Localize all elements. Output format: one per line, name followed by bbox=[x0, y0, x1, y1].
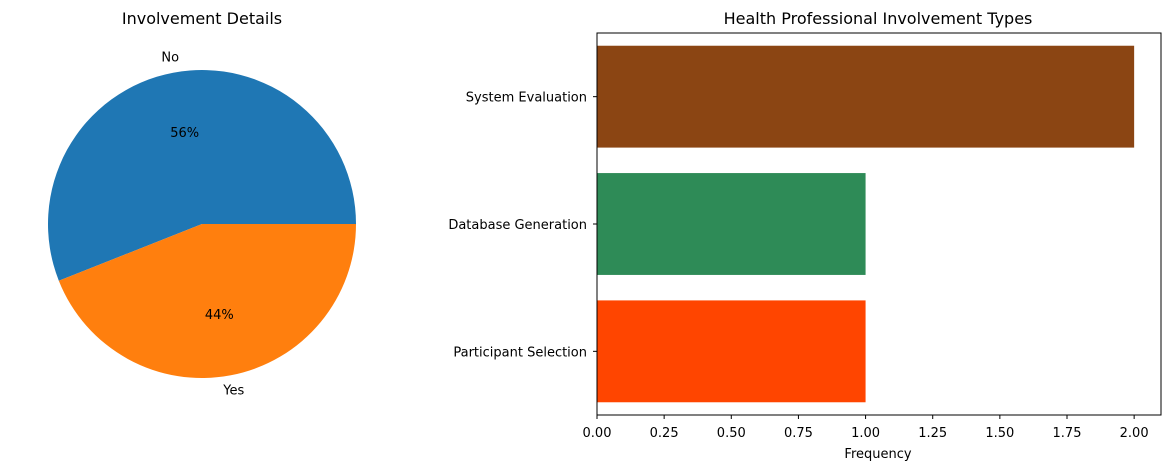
pie-chart: Involvement Details No 56% Yes 44% bbox=[48, 9, 356, 398]
x-tick-label: 2.00 bbox=[1120, 426, 1149, 441]
bar-database-generation bbox=[597, 173, 866, 275]
bar-participant-selection bbox=[597, 300, 866, 403]
x-tick-label: 0.25 bbox=[650, 426, 679, 441]
x-tick-label: 1.50 bbox=[985, 426, 1014, 441]
pie-slice-yes bbox=[58, 224, 356, 379]
x-axis-label: Frequency bbox=[844, 447, 911, 462]
pie-pct-label-no: 56% bbox=[170, 126, 199, 141]
x-tick-label: 1.75 bbox=[1053, 426, 1082, 441]
x-tick-label: 1.25 bbox=[918, 426, 947, 441]
y-tick-label-system-evaluation: System Evaluation bbox=[466, 91, 587, 106]
pie-pct-label-yes: 44% bbox=[205, 308, 234, 323]
x-tick-label: 1.00 bbox=[851, 426, 880, 441]
pie-title: Involvement Details bbox=[122, 9, 282, 28]
x-tick-label: 0.75 bbox=[784, 426, 813, 441]
y-tick-label-database-generation: Database Generation bbox=[448, 218, 587, 233]
pie-slice-no bbox=[48, 70, 356, 281]
x-tick-label: 0.50 bbox=[717, 426, 746, 441]
x-tick-label: 0.00 bbox=[583, 426, 612, 441]
bar-title: Health Professional Involvement Types bbox=[724, 9, 1033, 28]
bar-chart: Health Professional Involvement Types 0.… bbox=[448, 9, 1162, 462]
bar-system-evaluation bbox=[597, 45, 1135, 148]
y-tick-label-participant-selection: Participant Selection bbox=[453, 345, 587, 360]
pie-label-yes: Yes bbox=[222, 383, 244, 398]
pie-label-no: No bbox=[161, 51, 179, 66]
